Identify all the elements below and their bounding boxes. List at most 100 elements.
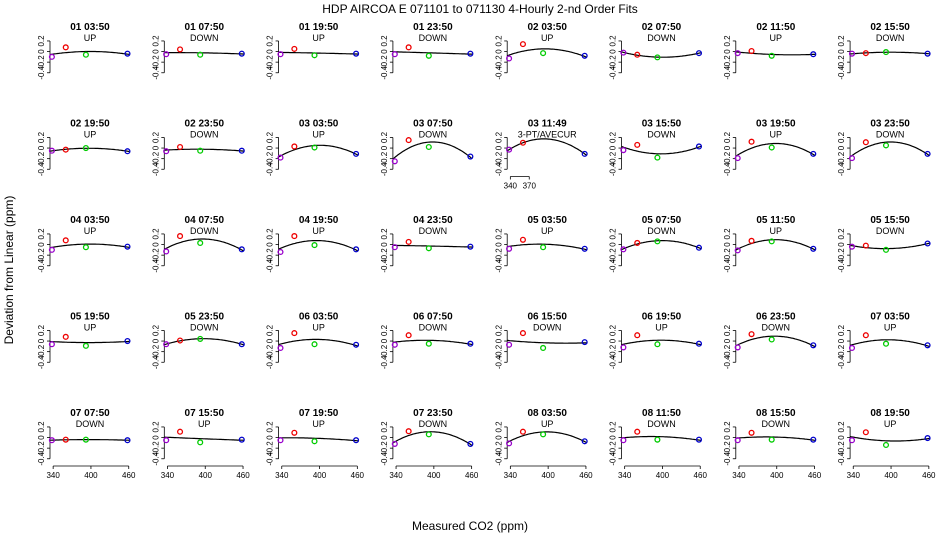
data-point — [506, 341, 513, 348]
panel-label: UP — [312, 323, 325, 333]
data-point — [924, 50, 931, 57]
y-tick-label: 0 — [723, 49, 732, 54]
y-tick-label: -0.2 — [266, 55, 275, 69]
y-tick-label: 0.2 — [723, 324, 732, 336]
y-tick-label: -0.2 — [723, 344, 732, 358]
data-point — [82, 244, 89, 251]
x-tick-label: 400 — [199, 471, 213, 480]
panel-title: 03 19:50 — [756, 119, 796, 130]
data-point — [82, 342, 89, 349]
panel-label: DOWN — [762, 419, 791, 429]
y-tick-label: 0 — [380, 338, 389, 343]
y-tick-label: 0.2 — [151, 228, 160, 240]
data-point — [654, 436, 661, 443]
data-point — [768, 144, 775, 151]
data-point — [425, 52, 432, 59]
data-point — [810, 245, 817, 252]
data-point — [620, 344, 627, 351]
y-tick-label: 0 — [37, 242, 46, 247]
data-point — [425, 143, 432, 151]
panel-title: 07 07:50 — [70, 408, 110, 419]
fit-curve — [392, 339, 473, 346]
y-tick-label: -0.2 — [494, 344, 503, 358]
panel-title: 02 19:50 — [70, 119, 110, 130]
x-tick-label: 400 — [770, 471, 784, 480]
y-tick-label: -0.2 — [723, 248, 732, 262]
y-tick-label: -0.2 — [151, 344, 160, 358]
y-tick-label: 0.2 — [609, 35, 618, 47]
y-tick-label: 0 — [494, 338, 503, 343]
y-tick-label: 0 — [837, 435, 846, 440]
y-tick-label: -0.4 — [494, 451, 503, 465]
data-point — [311, 242, 318, 249]
y-tick-label: -0.4 — [494, 258, 503, 272]
y-tick-label: -0.2 — [37, 441, 46, 455]
fit-curve — [621, 240, 702, 251]
fit-curve — [621, 51, 701, 58]
data-point — [654, 154, 661, 161]
y-tick-label: 0 — [380, 435, 389, 440]
y-tick-label: -0.4 — [723, 258, 732, 272]
fit-curve — [850, 51, 930, 55]
y-tick-label: -0.4 — [266, 258, 275, 272]
fit-curve — [507, 243, 587, 251]
y-tick-label: 0.2 — [837, 131, 846, 143]
panel-label: DOWN — [419, 323, 448, 333]
panel-label: DOWN — [876, 226, 905, 236]
fit-curve — [621, 435, 701, 441]
data-point — [353, 50, 360, 57]
y-tick-label: 0.2 — [837, 324, 846, 336]
figure-title: HDP AIRCOA E 071101 to 071130 4-Hourly 2… — [322, 2, 638, 16]
x-tick-label: 460 — [922, 471, 936, 480]
data-point — [163, 437, 170, 444]
panel-title: 05 11:50 — [756, 215, 795, 226]
data-point — [62, 146, 69, 153]
y-tick-label: -0.2 — [380, 151, 389, 165]
x-tick-label: 400 — [313, 471, 327, 480]
y-tick-label: -0.4 — [266, 162, 275, 176]
y-tick-label: 0 — [723, 338, 732, 343]
data-point — [405, 238, 412, 245]
panel-title: 08 03:50 — [527, 408, 567, 419]
data-point — [506, 245, 513, 252]
data-point — [405, 332, 412, 339]
y-tick-label: 0.2 — [266, 131, 275, 143]
data-point — [924, 435, 931, 442]
y-tick-label: -0.4 — [723, 162, 732, 176]
y-tick-label: -0.4 — [380, 162, 389, 176]
data-point — [238, 436, 245, 443]
data-point — [391, 51, 398, 58]
y-tick-label: 0 — [151, 242, 160, 247]
y-tick-label: 0.2 — [151, 324, 160, 336]
x-tick-label: 340 — [847, 471, 861, 480]
fit-curve — [507, 339, 587, 344]
y-tick-label: -0.2 — [609, 248, 618, 262]
y-tick-label: 0.2 — [837, 421, 846, 433]
y-tick-label: 0 — [266, 435, 275, 440]
panel-label: DOWN — [76, 419, 105, 429]
data-point — [238, 246, 245, 253]
data-point — [197, 439, 204, 446]
y-tick-label: 0 — [494, 242, 503, 247]
data-point — [124, 243, 131, 250]
fit-curve — [506, 138, 587, 156]
panel-title: 02 07:50 — [642, 22, 682, 33]
data-point — [695, 244, 703, 251]
data-point — [620, 147, 627, 154]
y-tick-label: 0.2 — [609, 324, 618, 336]
fit-curve — [849, 339, 930, 348]
y-tick-label: -0.4 — [494, 65, 503, 79]
y-tick-label: 0.2 — [837, 228, 846, 240]
data-point — [353, 437, 360, 444]
data-point — [634, 51, 641, 58]
data-point — [540, 431, 547, 438]
data-point — [62, 237, 69, 244]
data-point — [391, 158, 398, 165]
x-tick-label: 460 — [122, 471, 136, 480]
